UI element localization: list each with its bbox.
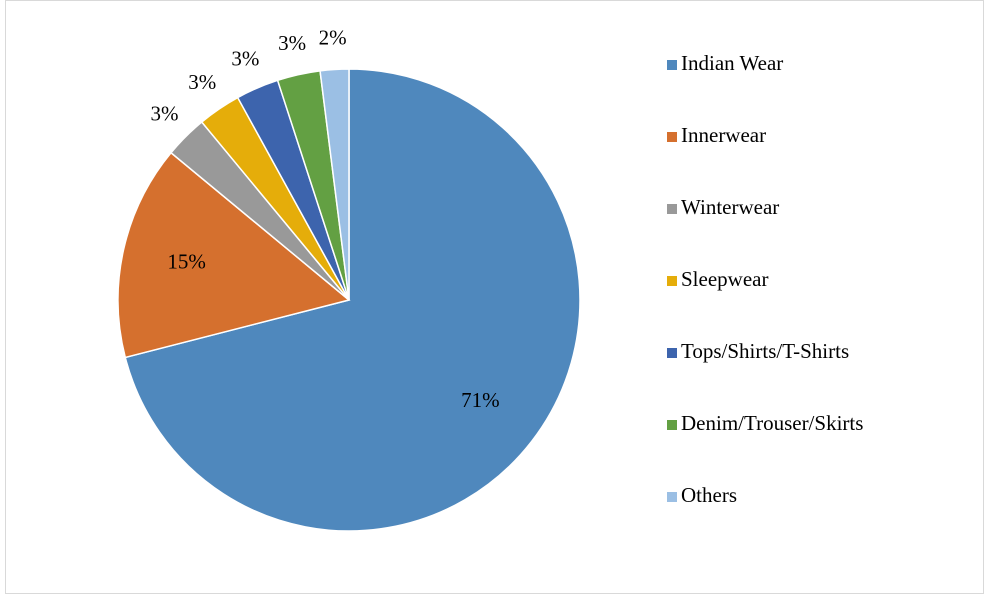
data-label: 3% — [188, 70, 216, 94]
legend-label: Innerwear — [681, 123, 766, 147]
legend-swatch — [667, 420, 677, 430]
legend-label: Tops/Shirts/T-Shirts — [681, 339, 849, 363]
legend-label: Winterwear — [681, 195, 779, 219]
legend-swatch — [667, 204, 677, 214]
legend-swatch — [667, 492, 677, 502]
data-label: 3% — [150, 101, 178, 125]
data-label: 2% — [319, 25, 347, 49]
data-label: 3% — [231, 46, 259, 70]
legend-swatch — [667, 132, 677, 142]
legend-label: Others — [681, 483, 737, 507]
pie-slice — [117, 151, 351, 359]
data-label: 3% — [278, 31, 306, 55]
data-label: 15% — [167, 250, 206, 274]
legend-label: Denim/Trouser/Skirts — [681, 411, 863, 435]
legend-swatch — [667, 276, 677, 286]
pie-slice — [124, 68, 581, 532]
legend-label: Sleepwear — [681, 267, 768, 291]
pie-slice — [319, 68, 350, 301]
legend-swatch — [667, 60, 677, 70]
legend-swatch — [667, 348, 677, 358]
data-label: 71% — [461, 388, 500, 412]
legend-label: Indian Wear — [681, 51, 783, 75]
